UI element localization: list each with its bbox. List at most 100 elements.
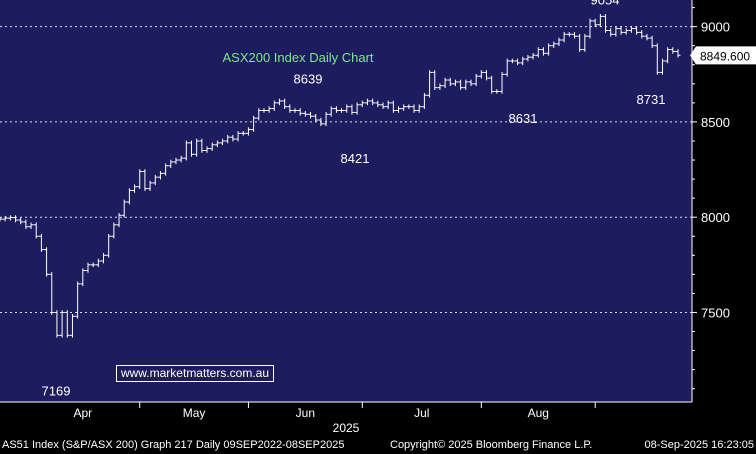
ohlc-bar bbox=[95, 258, 101, 268]
ohlc-bar bbox=[551, 41, 557, 49]
ohlc-bar bbox=[639, 30, 645, 39]
ohlc-bar bbox=[597, 14, 603, 28]
ohlc-bar bbox=[38, 233, 44, 252]
ohlc-bar bbox=[437, 83, 443, 90]
ohlc-bar bbox=[209, 142, 215, 151]
month-label-jun: Jun bbox=[296, 406, 315, 420]
ohlc-bar bbox=[7, 215, 13, 221]
ohlc-bar bbox=[137, 169, 143, 189]
annotation-8731: 8731 bbox=[637, 92, 666, 107]
ohlc-bar bbox=[406, 104, 412, 109]
ohlc-bar bbox=[85, 262, 91, 273]
ohlc-bar bbox=[132, 184, 138, 193]
ohlc-bar bbox=[282, 98, 288, 109]
ohlc-bar bbox=[613, 26, 619, 37]
ohlc-bar bbox=[432, 70, 438, 90]
ohlc-bar bbox=[525, 54, 531, 62]
ohlc-bar bbox=[147, 180, 153, 191]
ohlc-bar bbox=[152, 174, 158, 186]
footer-right: 08-Sep-2025 16:23:05 bbox=[644, 439, 754, 451]
ohlc-bar bbox=[0, 216, 3, 222]
ohlc-bar bbox=[468, 79, 474, 87]
ohlc-bar bbox=[623, 28, 629, 35]
ohlc-bar bbox=[75, 281, 81, 319]
watermark: www.marketmatters.com.au bbox=[116, 365, 274, 382]
ohlc-bar bbox=[659, 58, 665, 75]
ohlc-bar bbox=[396, 106, 402, 113]
last-price-value: 8849.600 bbox=[700, 49, 750, 63]
footer: AS51 Index (S&P/ASX 200) Graph 217 Daily… bbox=[0, 436, 756, 454]
month-label-aug: Aug bbox=[528, 406, 549, 420]
ohlc-bar bbox=[603, 14, 609, 33]
ohlc-bar bbox=[111, 222, 117, 239]
ohlc-bar bbox=[442, 77, 448, 89]
ohlc-bar bbox=[370, 98, 376, 106]
ohlc-bar bbox=[220, 138, 226, 146]
plot-background bbox=[0, 0, 692, 402]
ohlc-bar bbox=[458, 79, 464, 90]
ohlc-bar bbox=[421, 92, 427, 109]
ohlc-bar bbox=[644, 33, 650, 41]
ohlc-bar bbox=[318, 117, 324, 127]
ohlc-bar bbox=[194, 138, 200, 157]
month-label-jul: Jul bbox=[414, 406, 429, 420]
ohlc-bar bbox=[556, 37, 562, 47]
ohlc-bar bbox=[333, 106, 339, 113]
ohlc-bar bbox=[183, 140, 189, 161]
gridlines bbox=[0, 26, 692, 313]
ohlc-bar bbox=[230, 134, 236, 142]
ohlc-bar bbox=[121, 199, 127, 218]
ohlc-bar bbox=[359, 100, 365, 108]
year-label: 2025 bbox=[333, 421, 360, 435]
ohlc-chart: 7169 8639 8421 8631 9054 8731 7500 8000 8500 900… bbox=[0, 0, 756, 436]
ohlc-bar bbox=[23, 219, 29, 230]
ohlc-bar bbox=[670, 47, 676, 54]
ohlc-bar bbox=[287, 104, 293, 113]
ohlc-bar bbox=[401, 104, 407, 111]
ohlc-bar bbox=[251, 115, 257, 132]
ohlc-bar bbox=[530, 52, 536, 60]
ohlc-bar bbox=[571, 32, 577, 39]
ohlc-bar bbox=[64, 310, 70, 338]
ohlc-bar bbox=[520, 56, 526, 66]
footer-center: Copyright© 2025 Bloomberg Finance L.P. bbox=[390, 439, 593, 451]
ohlc-bar bbox=[504, 58, 510, 77]
ohlc-bar bbox=[323, 112, 329, 127]
ohlc-bar bbox=[675, 49, 681, 58]
ohlc-bar bbox=[380, 102, 386, 109]
y-tick-label-7500: 7500 bbox=[701, 305, 730, 320]
ohlc-bar bbox=[44, 247, 50, 277]
ohlc-bar bbox=[235, 131, 241, 142]
y-tick-label-8500: 8500 bbox=[701, 115, 730, 130]
ohlc-bar bbox=[665, 47, 671, 64]
ohlc-bar bbox=[390, 100, 396, 113]
last-price-label: 8849.600 bbox=[690, 46, 756, 65]
ohlc-bar bbox=[561, 32, 567, 43]
ohlc-bar bbox=[540, 47, 546, 56]
ohlc-bar bbox=[173, 157, 179, 165]
ohlc-bar bbox=[80, 268, 86, 287]
ohlc-bar bbox=[204, 146, 210, 153]
ohlc-bar bbox=[178, 155, 184, 163]
price-annotations: 7169 8639 8421 8631 9054 8731 bbox=[42, 0, 666, 399]
ohlc-bar bbox=[608, 28, 614, 37]
y-tick-label-9000: 9000 bbox=[701, 20, 730, 35]
ohlc-bar bbox=[18, 217, 24, 225]
annotation-8421: 8421 bbox=[341, 151, 370, 166]
ohlc-bar bbox=[582, 33, 588, 52]
ohlc-bar bbox=[214, 140, 220, 148]
ohlc-bar bbox=[447, 77, 453, 87]
ohlc-bar bbox=[509, 58, 515, 64]
ohlc-bar bbox=[535, 47, 541, 58]
ohlc-bar bbox=[116, 213, 122, 228]
ohlc-bar bbox=[308, 112, 314, 119]
ohlc-bar bbox=[489, 75, 495, 94]
ohlc-bar bbox=[375, 100, 381, 108]
axis-background bbox=[692, 0, 756, 402]
ohlc-bar bbox=[494, 89, 500, 94]
ohlc-bar bbox=[13, 215, 19, 223]
ohlc-bar bbox=[499, 72, 505, 94]
ohlc-bar bbox=[344, 104, 350, 113]
ohlc-bar bbox=[261, 108, 267, 113]
ohlc-bar bbox=[168, 159, 174, 169]
